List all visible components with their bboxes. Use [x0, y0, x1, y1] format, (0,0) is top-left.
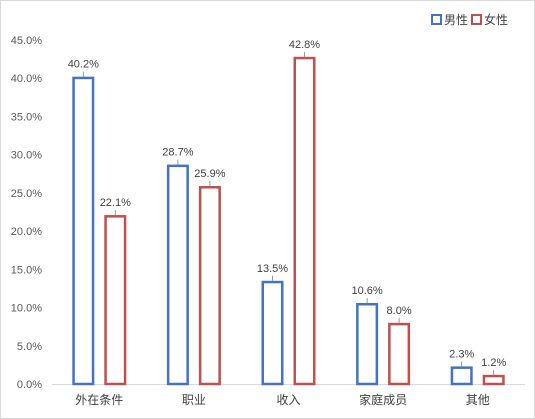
y-tick-label: 20.0%: [11, 226, 42, 238]
bar: [450, 366, 473, 386]
legend-label[interactable]: 男性: [444, 13, 468, 27]
y-tick-label: 45.0%: [11, 35, 42, 47]
y-tick-label: 30.0%: [11, 150, 42, 162]
bars: [72, 56, 505, 386]
y-tick-label: 15.0%: [11, 264, 42, 276]
bar: [166, 164, 189, 386]
x-tick-label: 家庭成员: [359, 392, 407, 407]
legend[interactable]: 男性 女性: [431, 12, 508, 27]
y-tick-label: 5.0%: [17, 341, 42, 353]
data-label: 1.2%: [481, 357, 506, 369]
bar: [72, 76, 95, 386]
data-label: 13.5%: [257, 263, 288, 275]
legend-swatch[interactable]: [471, 14, 482, 25]
y-tick-label: 40.0%: [11, 73, 42, 85]
legend-swatch[interactable]: [431, 14, 442, 25]
y-tick-label: 35.0%: [11, 111, 42, 123]
data-label: 28.7%: [162, 147, 193, 159]
data-label: 22.1%: [100, 197, 131, 209]
legend-label[interactable]: 女性: [484, 12, 508, 27]
bar: [388, 322, 411, 386]
y-axis: 0.0% 5.0% 10.0% 15.0% 20.0% 25.0% 30.0% 35.0% 40…: [11, 35, 42, 391]
data-label: 25.9%: [194, 168, 225, 180]
x-axis: 外在条件 职业 收入 家庭成员 其他: [52, 384, 525, 407]
bar: [261, 280, 284, 386]
data-label: 42.8%: [289, 39, 320, 51]
data-labels: 40.2% 22.1% 28.7%25.9% 13.5% 42.8% 10.6% 8.0% 2…: [68, 39, 506, 375]
bar: [482, 374, 505, 386]
y-tick-label: 25.0%: [11, 188, 42, 200]
bar: [198, 186, 221, 386]
x-tick-label: 职业: [182, 393, 206, 407]
bar: [356, 302, 379, 386]
x-tick-label: 外在条件: [75, 393, 123, 407]
bar: [104, 215, 127, 386]
x-tick-label: 收入: [276, 393, 300, 407]
data-label: 2.3%: [449, 348, 474, 360]
x-tick-label: 其他: [466, 393, 490, 407]
y-tick-label: 0.0%: [17, 379, 42, 391]
data-label: 10.6%: [351, 285, 382, 297]
data-label: 8.0%: [387, 305, 412, 317]
bar: [293, 56, 316, 386]
y-tick-label: 10.0%: [11, 303, 42, 315]
data-label: 40.2%: [68, 59, 99, 71]
